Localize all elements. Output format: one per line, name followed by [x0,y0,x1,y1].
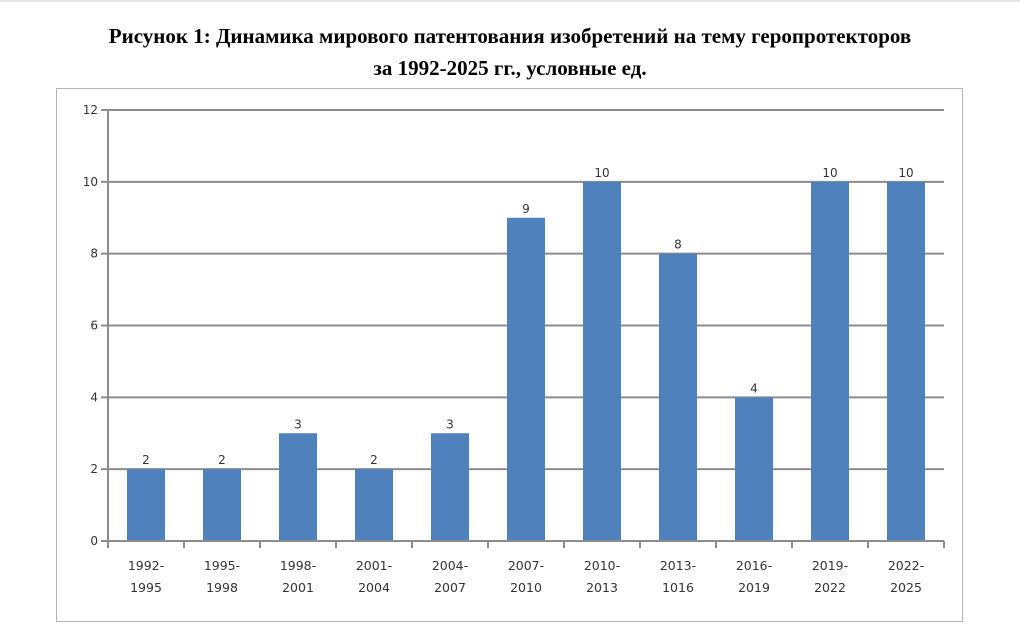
y-tick-label: 2 [90,462,98,476]
bar-2019-2022 [811,181,849,542]
y-tick-label: 12 [83,103,98,117]
category-label: 2013- [660,558,696,573]
bar-2004-2007 [431,433,469,541]
figure-title: Рисунок 1: Динамика мирового патентовани… [0,20,1020,84]
y-axis-tick-labels: 0 2 4 6 8 10 12 [83,103,98,548]
data-label: 10 [594,166,609,180]
category-label: 2010 [510,580,542,595]
category-label: 2019 [738,580,770,595]
data-label: 10 [898,166,913,180]
bar-1998-2001 [279,433,317,541]
category-label: 1992- [128,558,164,573]
y-tick-label: 10 [83,175,98,189]
figure-title-line-2: за 1992-2025 гг., условные ед. [373,56,647,80]
category-label: 2025 [890,580,922,595]
data-label: 2 [142,453,150,467]
category-label: 2019- [812,558,848,573]
bar-2010-2013 [583,181,621,542]
data-label: 3 [294,417,302,431]
bar-2016-2019 [735,397,773,541]
data-labels: 2 2 3 2 3 9 10 8 4 10 10 [142,166,913,467]
data-label: 10 [822,166,837,180]
category-label: 2007 [434,580,466,595]
category-label: 2001- [356,558,392,573]
figure-title-line-1: Рисунок 1: Динамика мирового патентовани… [108,24,912,48]
data-label: 8 [674,238,682,252]
data-label: 9 [522,202,530,216]
bar-2013-1016 [659,253,697,541]
category-label: 2010- [584,558,620,573]
data-label: 4 [750,381,758,395]
category-label: 2022 [814,580,846,595]
y-tick-label: 8 [90,247,98,261]
category-label: 1995 [130,580,162,595]
category-label: 2013 [586,580,618,595]
bar-2007-2010 [507,217,545,541]
category-label: 1995- [204,558,240,573]
bar-2022-2025 [887,181,925,542]
category-label: 2001 [282,580,314,595]
data-label: 2 [218,453,226,467]
category-label: 2007- [508,558,544,573]
top-border-strip [0,0,1020,2]
axes [101,109,945,548]
y-tick-label: 6 [90,319,98,333]
bar-1992-1995 [127,469,165,541]
category-label: 2016- [736,558,772,573]
category-label: 1016 [662,580,694,595]
y-tick-label: 4 [90,390,98,404]
data-label: 3 [446,417,454,431]
category-label: 1998- [280,558,316,573]
category-label: 2022- [888,558,924,573]
bar-series [127,181,925,542]
category-label: 2004- [432,558,468,573]
bar-1995-1998 [203,469,241,541]
bar-2001-2004 [355,469,393,541]
x-axis-category-labels: 1992- 1995 1995- 1998 1998- 2001 2001- 2004 2004… [128,558,924,595]
category-label: 1998 [206,580,238,595]
data-label: 2 [370,453,378,467]
category-label: 2004 [358,580,390,595]
y-tick-label: 0 [90,534,98,548]
